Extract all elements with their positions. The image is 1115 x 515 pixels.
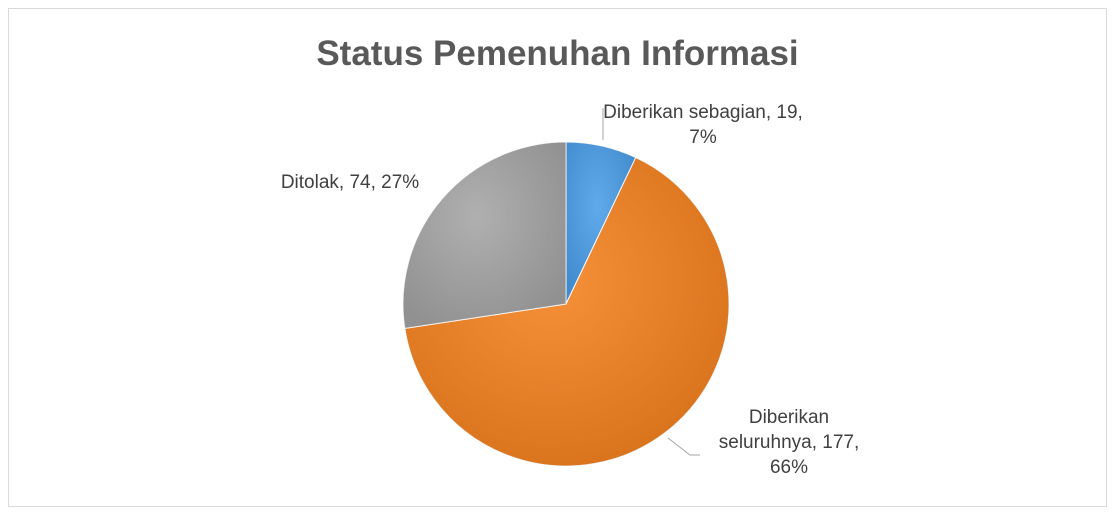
slice-shade xyxy=(402,142,566,329)
chart-title: Status Pemenuhan Informasi xyxy=(316,34,799,73)
data-label: Ditolak, 74, 27% xyxy=(280,172,420,193)
data-label: Diberikan sebagian, 19, 7% xyxy=(603,102,803,148)
leader-line xyxy=(667,437,700,456)
data-label: Diberikan seluruhnya, 177, 66% xyxy=(718,407,860,478)
slice-shade xyxy=(404,157,729,467)
slice-shade xyxy=(566,142,636,304)
